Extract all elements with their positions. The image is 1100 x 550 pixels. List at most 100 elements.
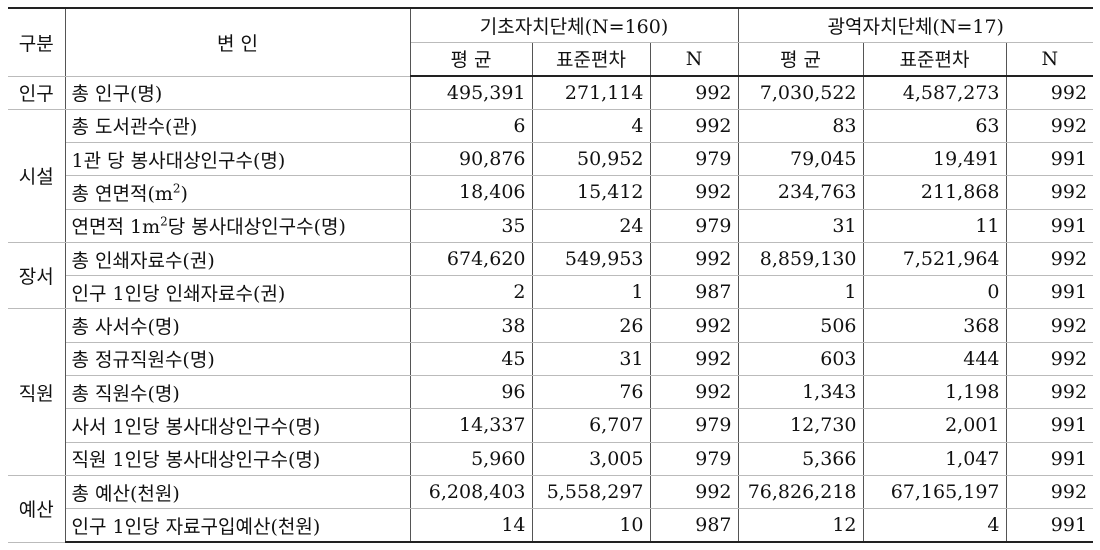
cell-metro-sd: 4 — [862, 508, 1007, 544]
cell-metro-sd: 1,198 — [862, 375, 1007, 410]
variable-label-suffix: ) — [180, 182, 188, 205]
cell-basic-n: 992 — [649, 474, 739, 510]
header-metro-n: N — [1005, 41, 1094, 77]
cell-metro-sd: 0 — [862, 275, 1007, 310]
header-variable: 변 인 — [64, 7, 411, 77]
cell-basic-n: 992 — [649, 375, 739, 410]
table-row: 인구 1인당 자료구입예산(천원) 14 10 987 12 4 991 — [8, 508, 1094, 544]
cell-metro-n: 991 — [1005, 208, 1094, 243]
cell-basic-mean: 14,337 — [409, 408, 533, 443]
variable-label-text: 총 도서관수(관) — [71, 116, 198, 139]
header-basic-n: N — [649, 41, 739, 77]
table-row: 1관 당 봉사대상인구수(명) 90,876 50,952 979 79,045 19,4… — [8, 142, 1094, 177]
cell-basic-n: 992 — [649, 341, 739, 377]
cell-basic-mean: 35 — [409, 208, 533, 243]
cell-basic-sd: 26 — [531, 308, 651, 343]
variable-label-text: 1관 당 봉사대상인구수(명) — [71, 149, 286, 172]
table-row: 예산 총 예산(천원) 6,208,403 5,558,297 992 76,826,21… — [8, 474, 1094, 543]
cell-basic-mean: 45 — [409, 341, 533, 377]
header-metro-govt: 광역자치단체(N=17) — [737, 7, 1094, 43]
group-label: 시설 — [8, 108, 66, 243]
cell-metro-n: 992 — [1005, 241, 1094, 277]
cell-basic-mean: 6,208,403 — [409, 474, 533, 510]
table-row: 시설 총 도서관수(관) 6 4 992 83 63 992 — [8, 108, 1094, 243]
cell-metro-sd: 211,868 — [862, 175, 1007, 210]
variable-label-text: 총 인쇄자료수(권) — [71, 249, 215, 272]
cell-basic-mean: 495,391 — [409, 75, 533, 110]
cell-metro-mean: 234,763 — [737, 175, 864, 210]
group-label: 예산 — [8, 474, 66, 543]
cell-metro-mean: 1 — [737, 275, 864, 310]
cell-metro-mean: 12 — [737, 508, 864, 544]
variable-label: 연면적 1m2당 봉사대상인구수(명) — [65, 208, 411, 243]
cell-basic-n: 987 — [649, 508, 739, 544]
header-metro-mean: 평 균 — [737, 41, 864, 77]
variable-label: 사서 1인당 봉사대상인구수(명) — [65, 408, 411, 443]
cell-basic-n: 979 — [649, 441, 739, 476]
cell-basic-mean: 5,960 — [409, 441, 533, 476]
cell-basic-sd: 24 — [531, 208, 651, 243]
table-row: 장서 총 인쇄자료수(권) 674,620 549,953 992 8,859,130 7,… — [8, 241, 1094, 310]
variable-label: 총 도서관수(관) — [64, 108, 411, 144]
variable-label-text: 직원 1인당 봉사대상인구수(명) — [71, 449, 321, 472]
cell-metro-sd: 444 — [862, 341, 1007, 377]
variable-label: 총 연면적(m2) — [65, 175, 411, 210]
group-label: 인구 — [8, 75, 66, 110]
cell-metro-mean: 76,826,218 — [737, 474, 864, 510]
cell-metro-n: 991 — [1005, 508, 1094, 544]
table-row: 인구 총 인구(명) 495,391 271,114 992 7,030,522 4,587… — [8, 75, 1094, 110]
cell-metro-mean: 31 — [737, 208, 864, 243]
cell-basic-mean: 96 — [409, 375, 533, 410]
superscript-exponent: 2 — [160, 214, 168, 229]
cell-basic-mean: 674,620 — [409, 241, 533, 277]
cell-basic-sd: 31 — [531, 341, 651, 377]
variable-label: 총 인구(명) — [64, 75, 411, 110]
cell-metro-mean: 603 — [737, 341, 864, 377]
table-body: 인구 총 인구(명) 495,391 271,114 992 7,030,522 4,587… — [8, 75, 1094, 544]
variable-label: 총 정규직원수(명) — [65, 341, 411, 377]
cell-basic-n: 979 — [649, 408, 739, 443]
cell-metro-n: 992 — [1005, 341, 1094, 377]
cell-basic-sd: 1 — [531, 275, 651, 310]
cell-metro-n: 992 — [1005, 175, 1094, 210]
variable-label-suffix: 당 봉사대상인구수(명) — [167, 216, 346, 239]
variable-label: 총 인쇄자료수(권) — [64, 241, 411, 277]
cell-metro-n: 992 — [1005, 308, 1094, 343]
cell-basic-mean: 2 — [409, 275, 533, 310]
cell-metro-sd: 368 — [862, 308, 1007, 343]
variable-label: 총 직원수(명) — [65, 375, 411, 410]
cell-metro-n: 992 — [1005, 108, 1094, 144]
cell-basic-n: 992 — [649, 241, 739, 277]
header-metro-sd: 표준편차 — [862, 41, 1007, 77]
variable-label-text: 사서 1인당 봉사대상인구수(명) — [71, 415, 321, 438]
variable-label: 1관 당 봉사대상인구수(명) — [65, 142, 411, 177]
variable-label-text: 총 연면적(m — [71, 182, 173, 205]
table-row: 연면적 1m2당 봉사대상인구수(명) 35 24 979 31 11 991 — [8, 208, 1094, 243]
variable-label-text: 총 사서수(명) — [71, 316, 180, 339]
table-header: 구분 변 인 기초자치단체(N=160) 광역자치단체(N=17) 평 균 표준… — [8, 7, 1094, 77]
table-row: 총 직원수(명) 96 76 992 1,343 1,198 992 — [8, 375, 1094, 410]
cell-metro-sd: 1,047 — [862, 441, 1007, 476]
cell-metro-n: 991 — [1005, 408, 1094, 443]
cell-metro-mean: 79,045 — [737, 142, 864, 177]
cell-metro-sd: 63 — [862, 108, 1007, 144]
cell-basic-sd: 3,005 — [531, 441, 651, 476]
cell-basic-n: 979 — [649, 142, 739, 177]
variable-label-text: 인구 1인당 인쇄자료수(권) — [71, 282, 286, 305]
cell-basic-sd: 10 — [531, 508, 651, 544]
cell-metro-mean: 1,343 — [737, 375, 864, 410]
cell-metro-sd: 7,521,964 — [862, 241, 1007, 277]
variable-label: 직원 1인당 봉사대상인구수(명) — [65, 441, 411, 476]
cell-basic-sd: 15,412 — [531, 175, 651, 210]
cell-basic-sd: 549,953 — [531, 241, 651, 277]
cell-metro-sd: 4,587,273 — [862, 75, 1007, 110]
cell-basic-sd: 76 — [531, 375, 651, 410]
variable-label-text: 총 정규직원수(명) — [71, 349, 215, 372]
header-basic-govt: 기초자치단체(N=160) — [409, 7, 739, 43]
header-basic-sd: 표준편차 — [531, 41, 651, 77]
cell-basic-mean: 14 — [409, 508, 533, 544]
table-row: 인구 1인당 인쇄자료수(권) 2 1 987 1 0 991 — [8, 275, 1094, 310]
cell-metro-mean: 83 — [737, 108, 864, 144]
table-row: 직원 총 사서수(명) 38 26 992 506 368 992 — [8, 308, 1094, 476]
cell-metro-mean: 12,730 — [737, 408, 864, 443]
